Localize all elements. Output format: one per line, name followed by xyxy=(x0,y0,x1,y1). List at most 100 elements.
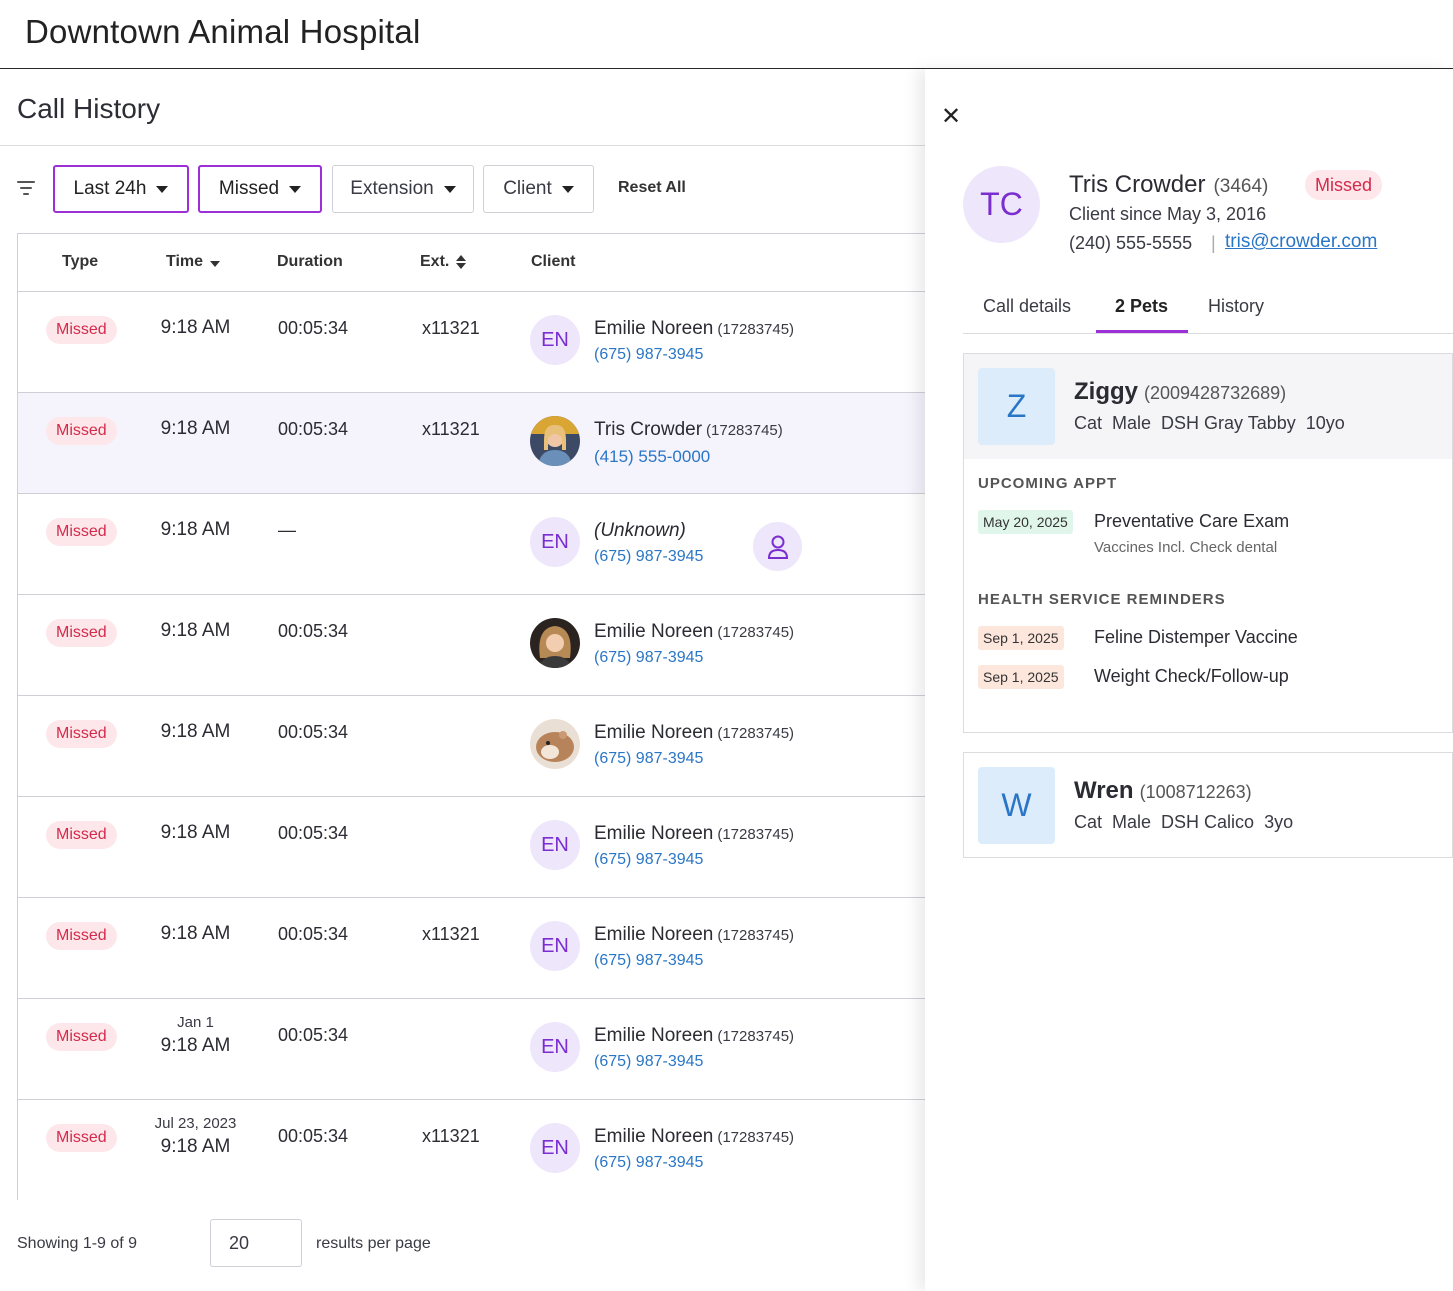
client-name[interactable]: Emilie Noreen (17283745) xyxy=(594,823,795,844)
client-phone-link[interactable]: (675) 987-3945 xyxy=(594,1053,704,1070)
app-title: Downtown Animal Hospital xyxy=(25,13,421,50)
pet-info: Cat Male DSH Calico 3yo xyxy=(1074,812,1294,832)
call-extension: x11321 xyxy=(422,924,480,944)
call-time: 9:18 AM xyxy=(160,418,231,439)
fade-overlay xyxy=(964,702,1452,732)
call-duration: 00:05:34 xyxy=(278,1126,349,1146)
filter-last-24h[interactable]: Last 24h xyxy=(53,165,189,213)
per-page-input[interactable]: 20 xyxy=(210,1219,302,1267)
call-time: 9:18 AM xyxy=(160,620,231,641)
missed-badge: Missed xyxy=(46,619,117,647)
upcoming-appt-label: UPCOMING APPT xyxy=(978,475,1118,492)
client-name[interactable]: Emilie Noreen (17283745) xyxy=(594,924,795,945)
filter-label: Client xyxy=(503,178,552,199)
call-duration: 00:05:34 xyxy=(278,419,349,439)
missed-badge: Missed xyxy=(46,417,117,445)
column-client[interactable]: Client xyxy=(531,253,576,270)
client-avatar: EN xyxy=(530,1123,580,1173)
client-avatar: EN xyxy=(530,517,580,567)
pet-card-wren[interactable]: W Wren (1008712263) Cat Male DSH Calico 3yo xyxy=(963,752,1453,858)
pet-name: Wren (1008712263) xyxy=(1074,777,1252,804)
page-title: Call History xyxy=(17,93,161,124)
client-name[interactable]: Emilie Noreen (17283745) xyxy=(594,318,795,339)
client-phone-link[interactable]: (675) 987-3945 xyxy=(594,346,704,363)
column-duration[interactable]: Duration xyxy=(277,253,343,270)
divider xyxy=(0,145,925,146)
pet-id: (1008712263) xyxy=(1139,782,1252,802)
tab-pets[interactable]: 2 Pets xyxy=(1115,296,1169,316)
client-id: (17283745) xyxy=(717,1028,795,1045)
missed-badge: Missed xyxy=(46,1124,117,1152)
table-row[interactable]: Missed Jan 1 9:18 AM 00:05:34 EN Emilie Noree… xyxy=(18,999,925,1100)
pet-header: Z Ziggy (2009428732689) Cat Male DSH Gray T… xyxy=(964,354,1452,459)
call-duration: 00:05:34 xyxy=(278,823,349,843)
missed-badge: Missed xyxy=(46,821,117,849)
missed-badge: Missed xyxy=(46,922,117,950)
reminder-date: Sep 1, 2025 xyxy=(978,665,1064,689)
caret-down-icon xyxy=(289,185,302,193)
table-row[interactable]: Missed 9:18 AM 00:05:34 x11321 EN Emilie Nore… xyxy=(18,292,925,393)
client-name[interactable]: Emilie Noreen (17283745) xyxy=(594,621,795,642)
client-email-link[interactable]: tris@crowder.com xyxy=(1225,231,1378,252)
call-date: Jan 1 xyxy=(177,1014,214,1031)
missed-badge: Missed xyxy=(46,518,117,546)
status-badge: Missed xyxy=(1305,170,1383,200)
client-avatar: EN xyxy=(530,820,580,870)
call-date: Jul 23, 2023 xyxy=(154,1115,237,1132)
client-id: (17283745) xyxy=(717,725,795,742)
client-phone-link[interactable]: (675) 987-3945 xyxy=(594,1154,704,1171)
table-row[interactable]: Missed 9:18 AM 00:05:34 EN Emilie Noreen (172… xyxy=(18,797,925,898)
client-name[interactable]: Emilie Noreen (17283745) xyxy=(594,722,795,743)
client-phone-link[interactable]: (675) 987-3945 xyxy=(594,548,704,565)
caret-down-icon xyxy=(156,185,169,193)
table-row[interactable]: Missed 9:18 AM 00:05:34 x11321 Tris Crowder(… xyxy=(18,393,925,494)
tab-call-details[interactable]: Call details xyxy=(983,296,1072,316)
filter-missed[interactable]: Missed xyxy=(198,165,322,213)
pet-avatar: W xyxy=(978,767,1055,844)
client-since: Client since May 3, 2016 xyxy=(1069,204,1267,224)
client-phone[interactable]: (240) 555-5555 xyxy=(1069,233,1193,253)
column-ext[interactable]: Ext. xyxy=(420,253,467,271)
close-icon[interactable]: ✕ xyxy=(941,103,962,130)
filter-client[interactable]: Client xyxy=(483,165,594,213)
client-phone-link[interactable]: (675) 987-3945 xyxy=(594,750,704,767)
call-duration: 00:05:34 xyxy=(278,621,349,641)
filter-icon[interactable] xyxy=(17,181,35,195)
filter-extension[interactable]: Extension xyxy=(332,165,474,213)
client-phone-link[interactable]: (675) 987-3945 xyxy=(594,952,704,969)
filter-label: Last 24h xyxy=(73,178,147,199)
client-name[interactable]: Tris Crowder (17283745) xyxy=(594,419,783,440)
appt-subtitle: Vaccines Incl. Check dental xyxy=(1094,539,1278,556)
client-avatar-photo xyxy=(530,416,580,466)
appt-title: Preventative Care Exam xyxy=(1094,511,1290,531)
reminder-title: Feline Distemper Vaccine xyxy=(1094,627,1298,647)
add-client-button[interactable] xyxy=(753,522,802,571)
pet-card-ziggy[interactable]: Z Ziggy (2009428732689) Cat Male DSH Gray T… xyxy=(963,353,1453,733)
drawer-tabs: Call details 2 Pets History xyxy=(963,284,1453,334)
call-extension: x11321 xyxy=(422,1126,480,1146)
table-row[interactable]: Missed 9:18 AM 00:05:34 Emilie Noreen (17283… xyxy=(18,595,925,696)
client-id: (17283745) xyxy=(717,927,795,944)
filter-label: Extension xyxy=(350,178,434,199)
client-phone-link[interactable]: (415) 555-0000 xyxy=(594,447,711,466)
tab-history[interactable]: History xyxy=(1208,296,1265,316)
filter-label: Missed xyxy=(218,178,280,199)
column-type[interactable]: Type xyxy=(62,253,99,270)
table-row[interactable]: Missed 9:18 AM — EN (Unknown) (675) 987-3945 xyxy=(18,494,925,595)
reset-all-button[interactable]: Reset All xyxy=(618,179,686,196)
client-name[interactable]: Emilie Noreen (17283745) xyxy=(594,1126,795,1147)
app-header: Downtown Animal Hospital xyxy=(0,0,1453,69)
client-avatar: EN xyxy=(530,1022,580,1072)
client-name: Tris Crowder (3464) xyxy=(1069,171,1269,198)
table-row[interactable]: Missed Jul 23, 2023 9:18 AM 00:05:34 x11321 E… xyxy=(18,1100,925,1201)
client-phone-link[interactable]: (675) 987-3945 xyxy=(594,649,704,666)
pet-name: Ziggy (2009428732689) xyxy=(1074,378,1287,405)
client-name[interactable]: Emilie Noreen (17283745) xyxy=(594,1025,795,1046)
client-phone-link[interactable]: (675) 987-3945 xyxy=(594,851,704,868)
table-row[interactable]: Missed 9:18 AM 00:05:34 Emilie Noreen (17283… xyxy=(18,696,925,797)
table-row[interactable]: Missed 9:18 AM 00:05:34 x11321 EN Emilie Nore… xyxy=(18,898,925,999)
missed-badge: Missed xyxy=(46,1023,117,1051)
client-name[interactable]: (Unknown) xyxy=(594,520,686,541)
call-history-panel: Call History Last 24h Missed Extension C… xyxy=(0,69,925,1291)
column-time[interactable]: Time xyxy=(166,253,221,271)
